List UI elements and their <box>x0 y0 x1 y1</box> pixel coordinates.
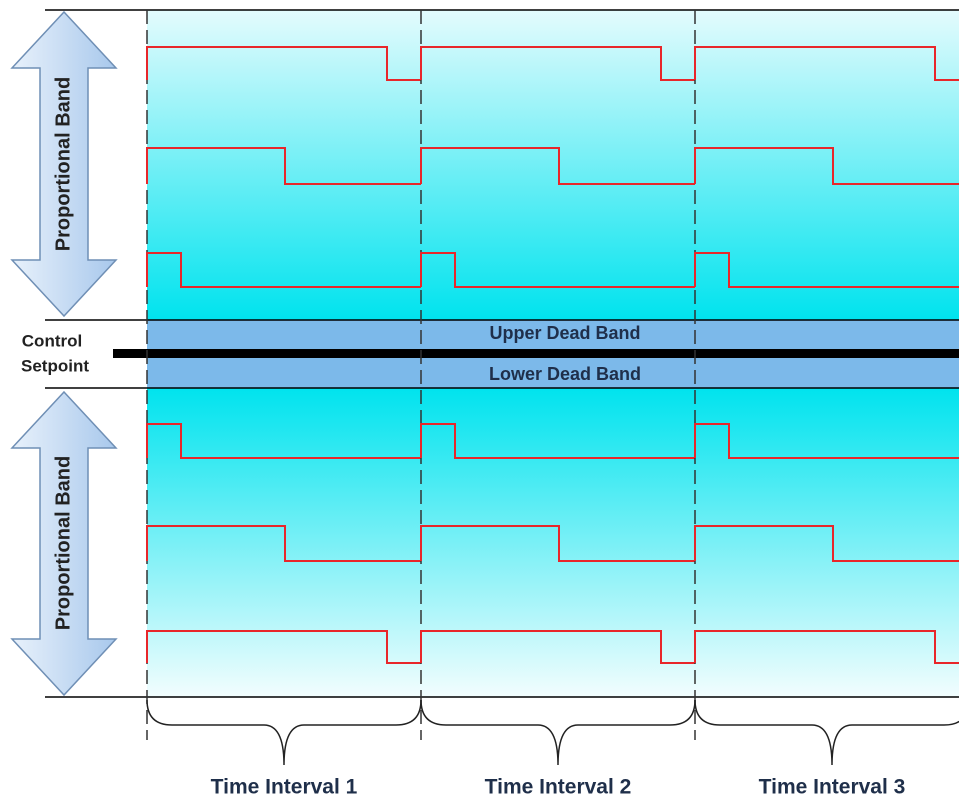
arrows <box>10 10 118 697</box>
pulse <box>694 423 959 459</box>
pulse <box>146 630 421 664</box>
pulse <box>694 147 959 185</box>
brace <box>694 699 959 766</box>
setpoint-bar <box>113 349 959 358</box>
pulse <box>420 46 695 81</box>
pulse <box>146 525 421 562</box>
pulse <box>694 46 959 81</box>
brace <box>420 699 696 766</box>
lower-region <box>147 388 959 697</box>
interval-label: Time Interval 2 <box>485 776 632 799</box>
pulse <box>146 46 421 81</box>
pulse <box>420 630 695 664</box>
pulse <box>420 252 695 288</box>
setpoint-label: Setpoint <box>21 356 89 375</box>
brace <box>146 699 422 766</box>
interval-label: Time Interval 1 <box>211 776 358 799</box>
pulse <box>694 525 959 562</box>
dead-band-label: Upper Dead Band <box>489 323 640 343</box>
band-lines <box>45 9 959 698</box>
double-arrow <box>10 390 118 697</box>
pulse <box>146 423 421 459</box>
setpoint-label: Control <box>22 331 82 350</box>
pulse <box>146 252 421 288</box>
band-label: Proportional Band <box>52 77 74 251</box>
pulse <box>694 630 959 664</box>
pulse <box>694 252 959 288</box>
pulse <box>420 525 695 562</box>
interval-label: Time Interval 3 <box>759 776 906 799</box>
upper-region <box>147 10 959 320</box>
double-arrow <box>10 10 118 318</box>
band-label: Proportional Band <box>52 456 74 630</box>
dead-band-label: Lower Dead Band <box>489 364 641 384</box>
pulse <box>420 147 695 185</box>
pulse <box>146 147 421 185</box>
pulse <box>420 423 695 459</box>
